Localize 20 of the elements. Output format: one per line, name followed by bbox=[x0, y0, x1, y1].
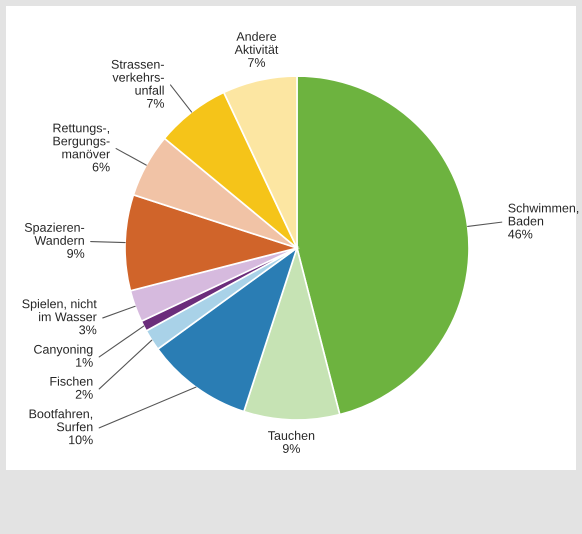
slice-label: Strassen- verkehrs- unfall bbox=[112, 60, 164, 95]
data-label: 7% bbox=[147, 98, 164, 108]
data-label: 3% bbox=[79, 325, 96, 334]
slice-label: Spielen, nicht im Wasser bbox=[22, 299, 97, 322]
slice-label: Schwimmen, Baden bbox=[508, 203, 578, 226]
data-label: 9% bbox=[67, 249, 84, 258]
slice-label: Spazieren- Wandern bbox=[24, 222, 84, 245]
data-label: 1% bbox=[76, 358, 93, 367]
slice-label: Tauchen bbox=[268, 430, 314, 440]
slice-label: Andere Aktivität bbox=[234, 32, 278, 54]
data-label: 6% bbox=[92, 162, 110, 172]
data-label: 46% bbox=[508, 230, 532, 238]
slice-label: Rettungs-, Bergungs- manöver bbox=[53, 124, 110, 158]
slice-label: Bootfahren, Surfen bbox=[30, 409, 92, 432]
slice-label: Fischen bbox=[50, 376, 92, 386]
data-label: 10% bbox=[69, 435, 93, 444]
data-label: 7% bbox=[248, 58, 266, 67]
data-label: 2% bbox=[76, 390, 93, 399]
data-label: 9% bbox=[282, 444, 300, 453]
slice-label: Canyoning bbox=[34, 344, 92, 356]
